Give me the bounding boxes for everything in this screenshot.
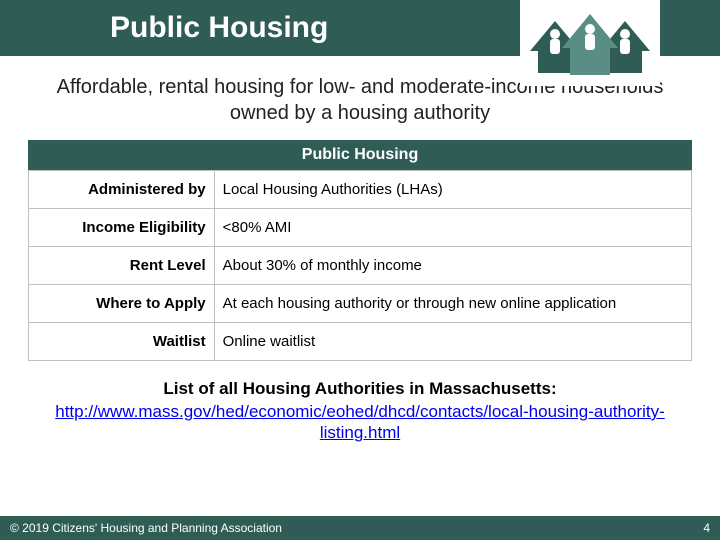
row-label: Where to Apply [29,285,215,323]
row-label: Income Eligibility [29,209,215,247]
row-value: About 30% of monthly income [214,247,691,285]
row-label: Waitlist [29,323,215,361]
footer-bar: © 2019 Citizens' Housing and Planning As… [0,516,720,540]
page-title: Public Housing [110,11,328,45]
link-intro-text: List of all Housing Authorities in Massa… [0,379,720,399]
table-row: Administered by Local Housing Authoritie… [29,171,692,209]
info-table: Administered by Local Housing Authoritie… [28,170,692,361]
row-value: <80% AMI [214,209,691,247]
row-value: Online waitlist [214,323,691,361]
table-heading: Public Housing [28,140,692,170]
houses-people-icon [520,0,660,86]
page-number: 4 [703,521,710,535]
org-logo [520,0,660,86]
table-row: Where to Apply At each housing authority… [29,285,692,323]
row-value: At each housing authority or through new… [214,285,691,323]
title-bar: Public Housing [0,0,720,56]
info-table-container: Public Housing Administered by Local Hou… [28,140,692,361]
table-row: Income Eligibility <80% AMI [29,209,692,247]
copyright-text: © 2019 Citizens' Housing and Planning As… [10,521,282,535]
row-label: Rent Level [29,247,215,285]
authorities-link[interactable]: http://www.mass.gov/hed/economic/eohed/d… [40,401,680,444]
row-label: Administered by [29,171,215,209]
table-row: Waitlist Online waitlist [29,323,692,361]
row-value: Local Housing Authorities (LHAs) [214,171,691,209]
table-row: Rent Level About 30% of monthly income [29,247,692,285]
